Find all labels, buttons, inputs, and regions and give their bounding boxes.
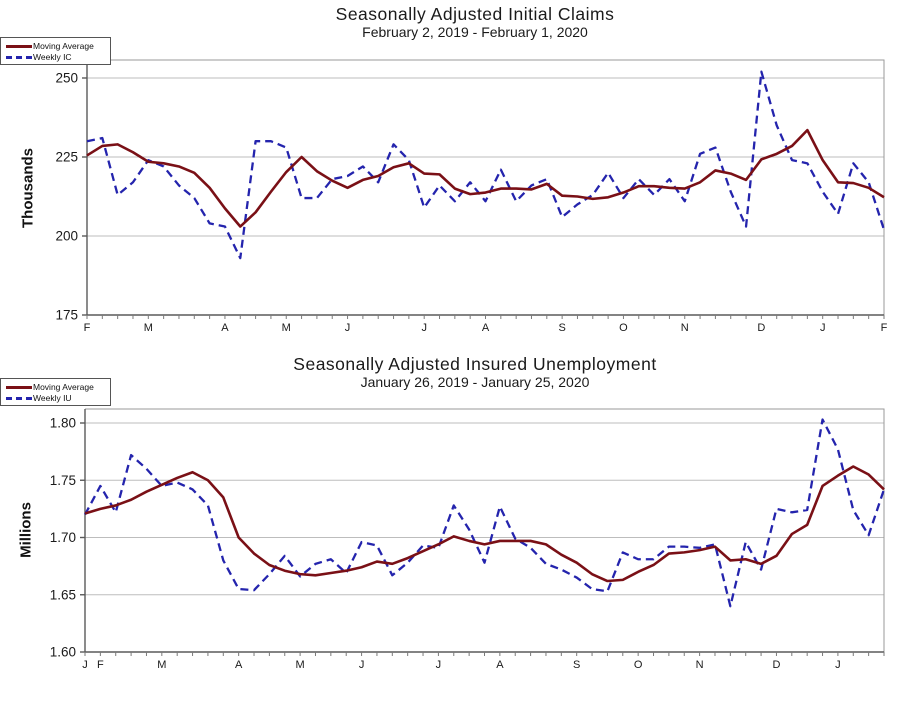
initial-claims-subtitle: February 2, 2019 - February 1, 2020 [362,24,588,40]
x-month-label: A [221,322,229,334]
x-month-label: J [82,659,88,671]
x-month-label: M [157,659,166,671]
x-month-label: A [496,659,504,671]
legend-label: Weekly IC [33,52,72,62]
x-month-label: F [881,322,888,334]
x-month-label: S [573,659,580,671]
y-tick-label: 250 [55,71,78,86]
x-month-label: J [820,322,826,334]
x-month-label: J [835,659,841,671]
insured-unemployment-title: Seasonally Adjusted Insured Unemployment [293,354,657,374]
legend-label: Moving Average [33,382,94,392]
x-month-label: A [482,322,490,334]
y-tick-label: 225 [55,150,78,165]
y-tick-label: 200 [55,229,78,244]
y-tick-label: 1.70 [50,530,76,545]
initial-claims-chart: 250 225 200 175 F M A M J J A S O N D J F [55,59,888,334]
moving-average-line-swatch [6,44,32,48]
y-tick-label: 1.60 [50,645,76,660]
x-month-label: M [296,659,305,671]
x-month-label: J [421,322,427,334]
plot-border [87,59,885,315]
x-month-label: J [359,659,365,671]
legend-label: Weekly IU [33,393,72,403]
x-month-label: O [634,659,643,671]
initial-claims-title: Seasonally Adjusted Initial Claims [335,4,615,24]
weekly-iu-line-swatch [6,396,32,400]
x-month-label: S [558,322,565,334]
y-tick-label: 175 [55,308,78,323]
x-month-label: M [282,322,291,334]
legend-label: Moving Average [33,41,94,51]
x-month-label: A [235,659,243,671]
insured-unemployment-chart: 1.801.751.701.651.60J F M A M J J A S O N D J [50,408,886,671]
y-tick-label: 1.75 [50,473,76,488]
insured-unemployment-subtitle: January 26, 2019 - January 25, 2020 [360,374,590,390]
legend-row: Weekly IU [6,393,107,403]
legend-row: Moving Average [6,382,107,392]
y-tick-label: 1.65 [50,587,76,602]
weekly-ic-line-swatch [6,55,32,59]
weekly-series-line [86,70,886,260]
x-month-label: N [696,659,704,671]
x-month-label: D [757,322,765,334]
x-month-label: F [97,659,104,671]
x-month-label: O [619,322,628,334]
x-month-label: M [144,322,153,334]
initial-claims-legend: Moving Average Weekly IC [0,37,111,65]
x-month-label: J [345,322,351,334]
x-month-label: N [681,322,689,334]
y-tick-label: 1.80 [50,416,76,431]
moving-average-line-swatch [6,385,32,389]
legend-row: Moving Average [6,41,107,51]
x-month-label: F [84,322,91,334]
moving-average-series-line [84,465,885,583]
legend-row: Weekly IC [6,52,107,62]
insured-unemployment-legend: Moving Average Weekly IU [0,378,111,406]
x-month-label: D [772,659,780,671]
moving-average-series-line [86,128,885,228]
plot-border [85,408,885,652]
x-month-label: J [436,659,442,671]
weekly-series-line [83,418,886,608]
